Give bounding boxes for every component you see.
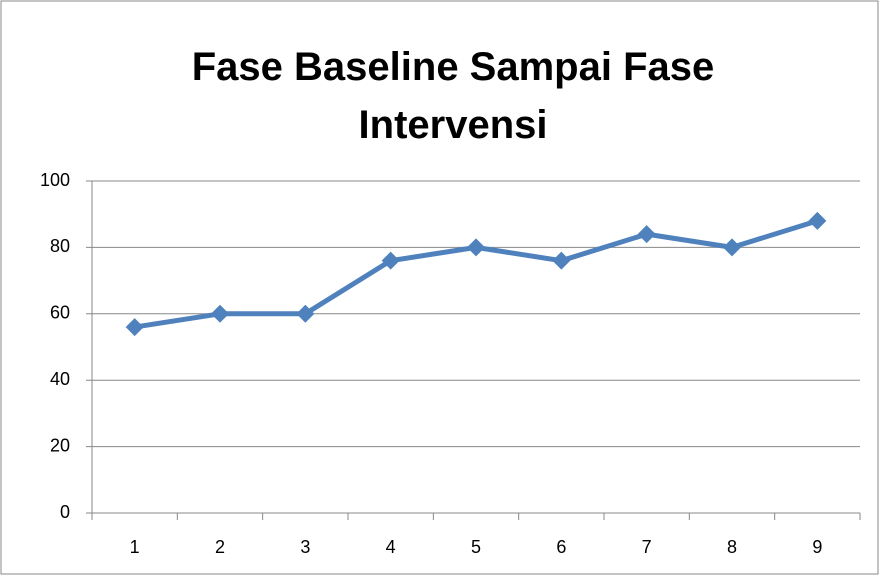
data-point: [381, 251, 400, 270]
chart-title: Fase Baseline Sampai Fase Intervensi: [191, 45, 715, 147]
x-tick-label: 9: [812, 537, 822, 557]
y-tick-label: 100: [40, 170, 70, 190]
x-tick-label: 3: [300, 537, 310, 557]
x-tick-label: 8: [727, 537, 737, 557]
x-tick-label: 4: [386, 537, 396, 557]
data-point: [125, 318, 144, 337]
y-tick-label: 60: [50, 303, 70, 323]
data-line: [134, 218, 819, 330]
y-tick-label: 80: [50, 236, 70, 256]
data-point: [211, 304, 229, 323]
data-point: [808, 211, 827, 230]
data-point: [637, 225, 656, 244]
data-point: [296, 304, 315, 323]
x-tick-label: 5: [471, 537, 481, 557]
data-point: [552, 251, 571, 270]
y-tick-label: 0: [60, 502, 70, 522]
data-point: [723, 238, 741, 257]
x-tick-label: 7: [642, 537, 652, 557]
x-tick-label: 1: [130, 537, 140, 557]
data-point: [467, 238, 485, 257]
y-tick-label: 20: [50, 435, 70, 455]
x-tick-label: 2: [215, 537, 225, 557]
y-tick-label: 40: [50, 369, 70, 389]
x-tick-label: 6: [556, 537, 566, 557]
